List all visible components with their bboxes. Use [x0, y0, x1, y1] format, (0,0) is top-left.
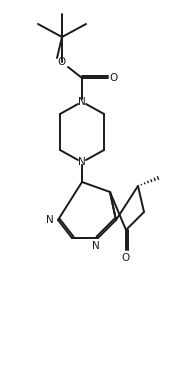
Text: O: O: [58, 57, 66, 67]
Text: O: O: [122, 253, 130, 263]
Text: N: N: [78, 157, 86, 167]
Text: N: N: [78, 97, 86, 107]
Text: O: O: [110, 73, 118, 83]
Text: N: N: [46, 215, 54, 225]
Text: N: N: [92, 241, 100, 251]
